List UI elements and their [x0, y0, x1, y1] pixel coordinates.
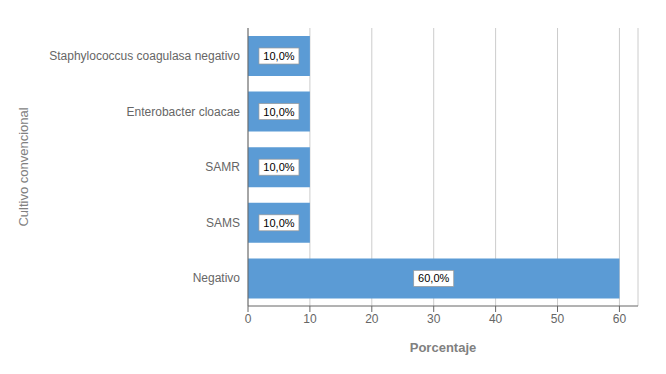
svg-text:10,0%: 10,0% [263, 161, 294, 173]
svg-text:Porcentaje: Porcentaje [410, 340, 476, 355]
svg-text:Negativo: Negativo [193, 271, 241, 285]
svg-text:60,0%: 60,0% [418, 272, 449, 284]
svg-text:Staphylococcus coagulasa negat: Staphylococcus coagulasa negativo [49, 49, 240, 63]
svg-text:60: 60 [613, 312, 627, 326]
svg-text:30: 30 [427, 312, 441, 326]
svg-text:SAMR: SAMR [205, 160, 240, 174]
svg-text:20: 20 [365, 312, 379, 326]
svg-text:10: 10 [303, 312, 317, 326]
svg-text:50: 50 [551, 312, 565, 326]
svg-text:10,0%: 10,0% [263, 217, 294, 229]
svg-text:0: 0 [245, 312, 252, 326]
svg-text:10,0%: 10,0% [263, 50, 294, 62]
svg-text:10,0%: 10,0% [263, 106, 294, 118]
svg-text:SAMS: SAMS [206, 216, 240, 230]
svg-text:40: 40 [489, 312, 503, 326]
svg-text:Enterobacter cloacae: Enterobacter cloacae [127, 105, 241, 119]
svg-text:Cultivo convencional: Cultivo convencional [16, 107, 31, 226]
